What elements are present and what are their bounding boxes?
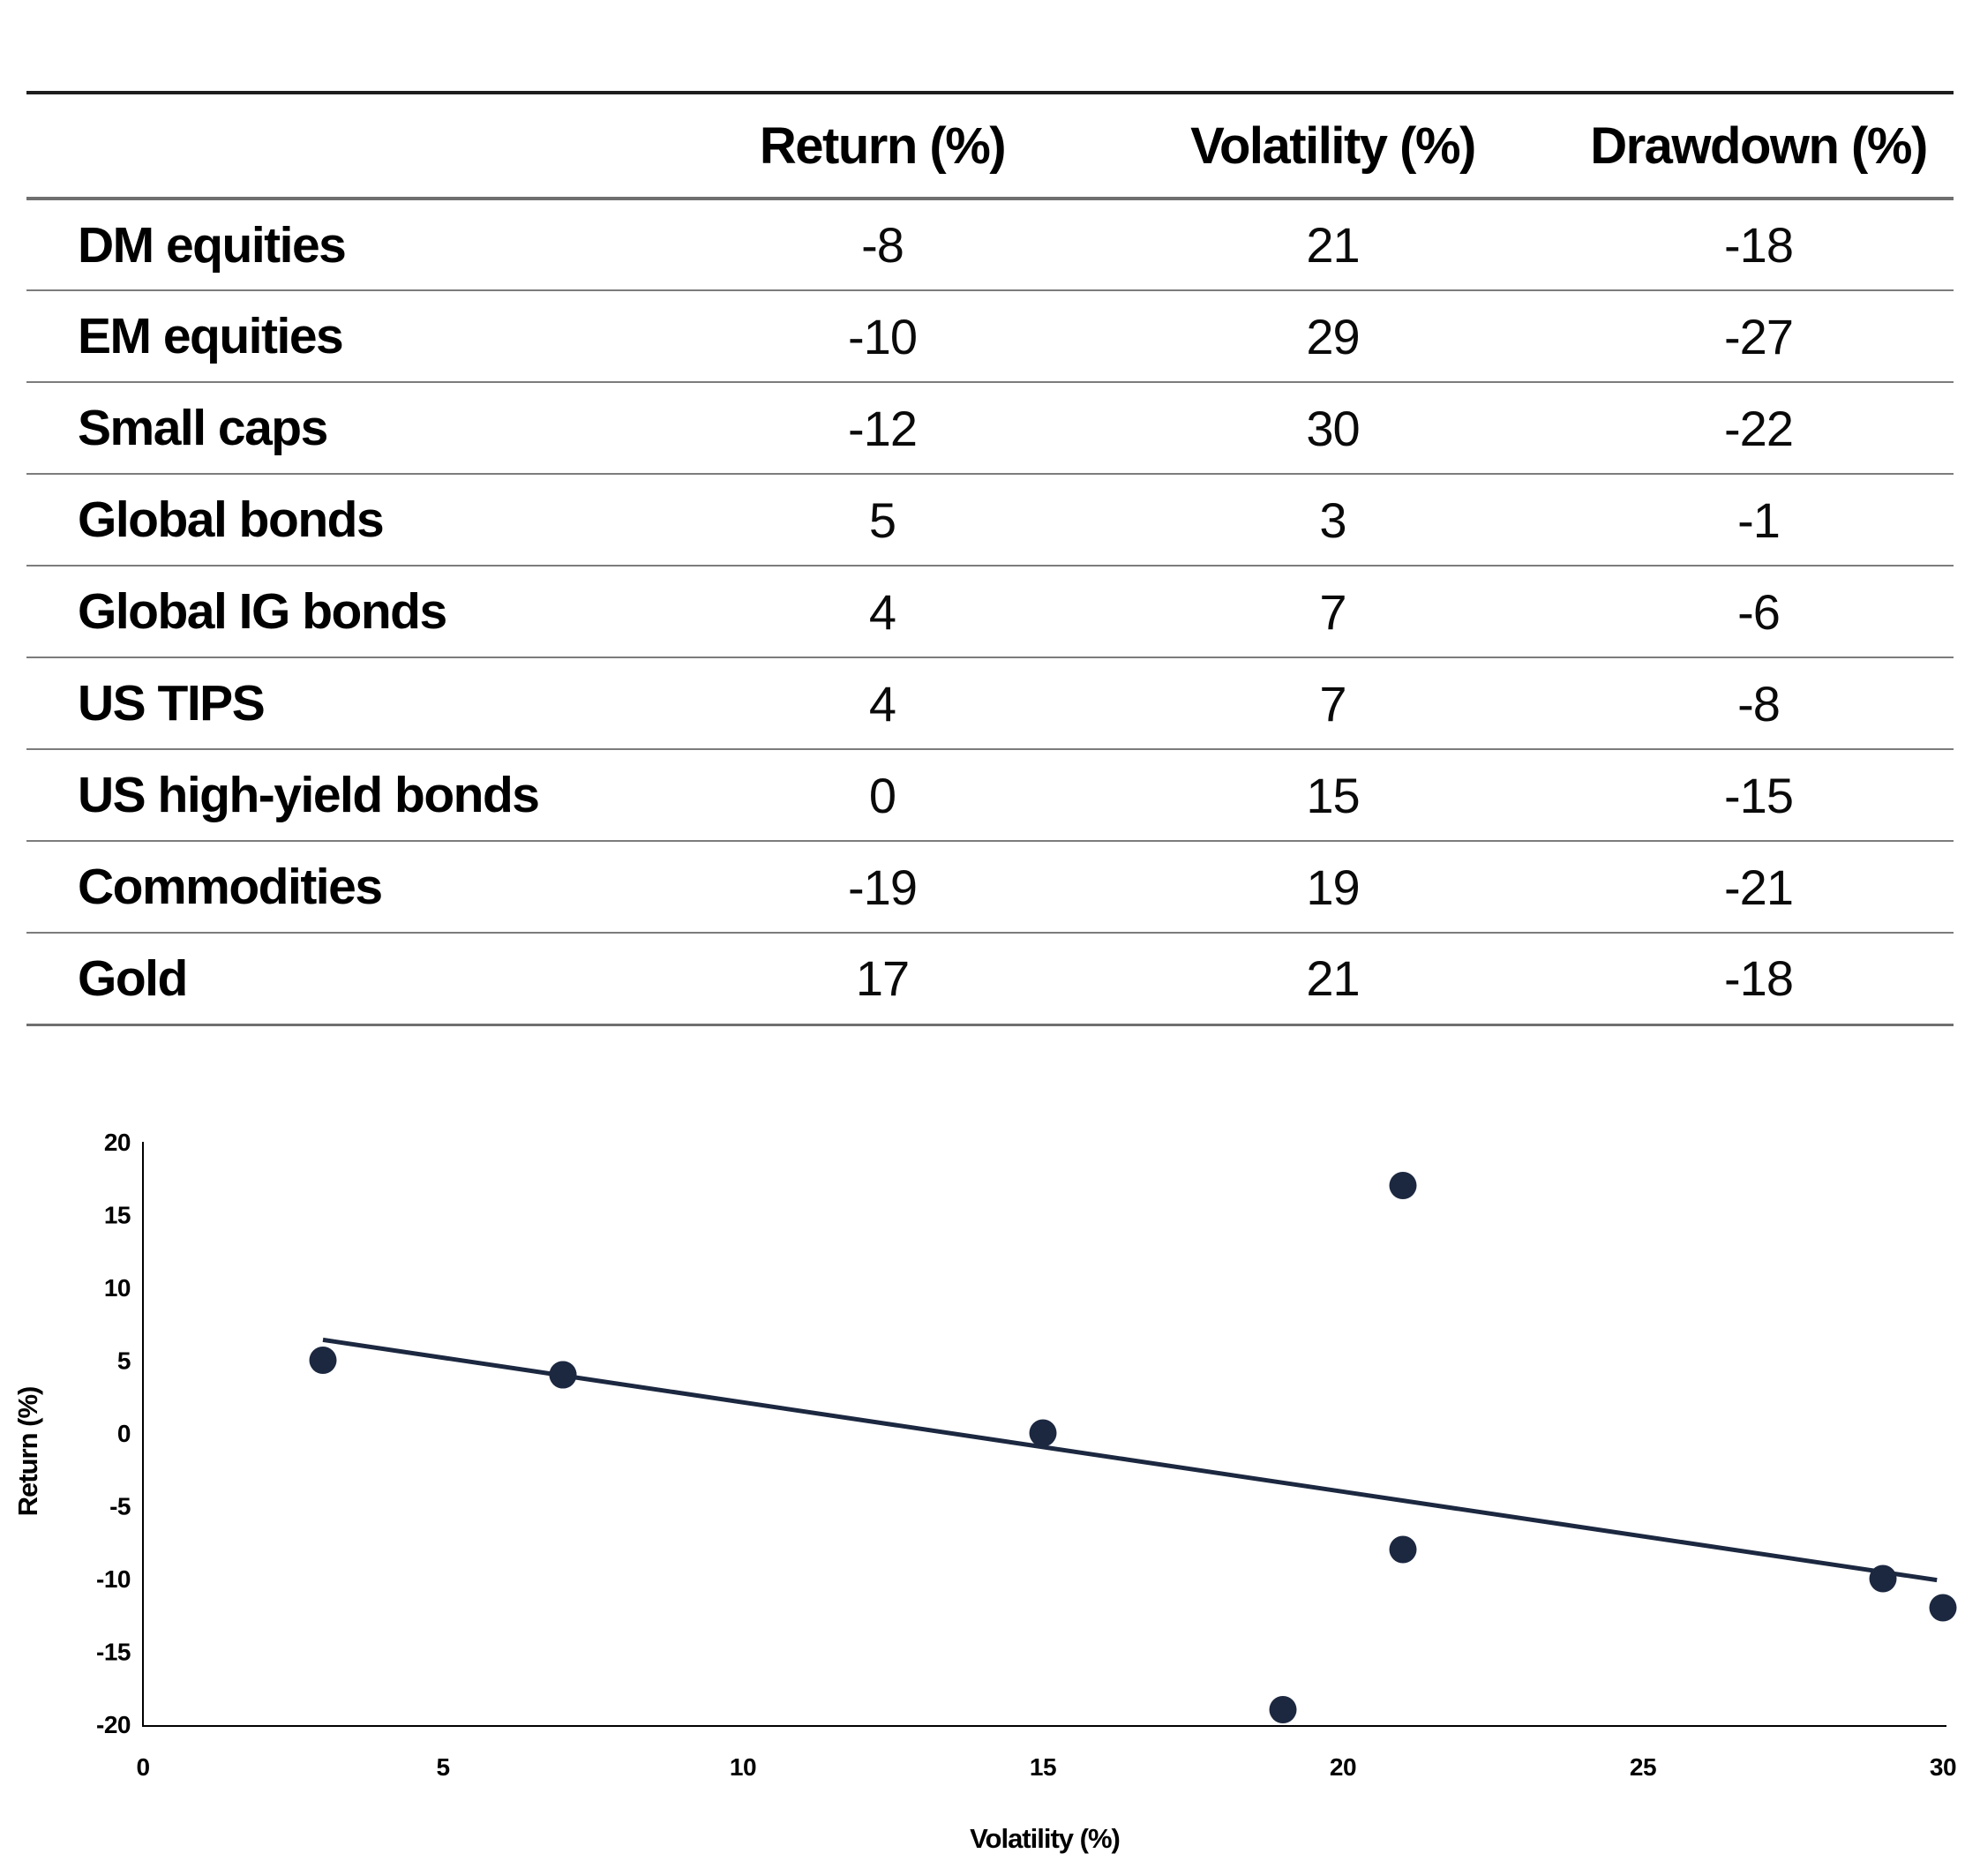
table-row-us-high-yield-bonds: US high-yield bonds 0 15 -15 [26, 749, 1954, 842]
data-point-global-bonds [309, 1347, 337, 1374]
row-label: Gold [26, 933, 663, 1026]
cell-volatility: 7 [1102, 566, 1564, 658]
header-asset-blank [26, 93, 663, 200]
header-return: Return (%) [663, 93, 1102, 200]
y-tick-label: -15 [96, 1639, 131, 1666]
y-tick-label: -10 [96, 1565, 131, 1593]
table-row-commodities: Commodities -19 19 -21 [26, 841, 1954, 934]
data-point-dm-equities [1389, 1535, 1417, 1564]
data-point-small-caps [1929, 1594, 1957, 1622]
data-point-us-high-yield-bonds [1029, 1419, 1057, 1447]
row-label: Global bonds [26, 474, 663, 567]
cell-volatility: 3 [1102, 474, 1564, 567]
data-point-em-equities [1869, 1565, 1897, 1593]
cell-drawdown: -18 [1564, 199, 1954, 291]
row-label: US TIPS [26, 657, 663, 750]
cell-return: -10 [663, 290, 1102, 383]
data-point-gold [1389, 1172, 1417, 1199]
row-label: EM equities [26, 290, 663, 383]
x-tick-label: 10 [730, 1753, 756, 1781]
x-tick-label: 0 [136, 1753, 149, 1781]
cell-return: -19 [663, 841, 1102, 934]
header-volatility: Volatility (%) [1102, 93, 1564, 200]
cell-volatility: 19 [1102, 841, 1564, 934]
x-axis-title: Volatility (%) [970, 1823, 1120, 1854]
trend-line [322, 1337, 1938, 1583]
table-row-small-caps: Small caps -12 30 -22 [26, 382, 1954, 475]
cell-return: -12 [663, 382, 1102, 475]
x-tick-label: 20 [1330, 1753, 1356, 1781]
y-tick-label: 10 [104, 1274, 131, 1302]
table-header-row: Return (%) Volatility (%) Drawdown (%) [26, 93, 1954, 200]
cell-drawdown: -18 [1564, 933, 1954, 1026]
table-header: Return (%) Volatility (%) Drawdown (%) [26, 93, 1954, 200]
x-tick-label: 5 [436, 1753, 449, 1781]
table-row-gold: Gold 17 21 -18 [26, 933, 1954, 1026]
y-tick-label: -5 [109, 1493, 131, 1520]
cell-return: 4 [663, 657, 1102, 750]
cell-volatility: 21 [1102, 199, 1564, 291]
table-row-global-ig-bonds: Global IG bonds 4 7 -6 [26, 566, 1954, 658]
row-label: DM equities [26, 199, 663, 291]
cell-return: -8 [663, 199, 1102, 291]
row-label: Global IG bonds [26, 566, 663, 658]
asset-performance-table: Return (%) Volatility (%) Drawdown (%) D… [26, 91, 1954, 1026]
table-row-global-bonds: Global bonds 5 3 -1 [26, 474, 1954, 567]
cell-drawdown: -6 [1564, 566, 1954, 658]
header-drawdown: Drawdown (%) [1564, 93, 1954, 200]
x-tick-label: 25 [1630, 1753, 1656, 1781]
data-point-commodities [1269, 1696, 1297, 1723]
cell-drawdown: -8 [1564, 657, 1954, 750]
y-tick-label: 20 [104, 1129, 131, 1156]
row-label: Small caps [26, 382, 663, 475]
cell-drawdown: -27 [1564, 290, 1954, 383]
cell-drawdown: -22 [1564, 382, 1954, 475]
y-tick-label: 15 [104, 1202, 131, 1229]
row-label: US high-yield bonds [26, 749, 663, 842]
cell-volatility: 30 [1102, 382, 1564, 475]
table-row-us-tips: US TIPS 4 7 -8 [26, 657, 1954, 750]
cell-drawdown: -21 [1564, 841, 1954, 934]
cell-return: 5 [663, 474, 1102, 567]
data-point-us-tips [549, 1361, 577, 1389]
cell-return: 4 [663, 566, 1102, 658]
cell-volatility: 15 [1102, 749, 1564, 842]
cell-drawdown: -1 [1564, 474, 1954, 567]
table-row-dm-equities: DM equities -8 21 -18 [26, 199, 1954, 291]
cell-drawdown: -15 [1564, 749, 1954, 842]
cell-volatility: 7 [1102, 657, 1564, 750]
cell-volatility: 21 [1102, 933, 1564, 1026]
y-tick-label: 0 [117, 1420, 131, 1447]
y-axis-title: Return (%) [12, 1387, 43, 1517]
y-tick-label: 5 [117, 1347, 131, 1375]
table-row-em-equities: EM equities -10 29 -27 [26, 290, 1954, 383]
y-tick-label: -20 [96, 1711, 131, 1738]
x-tick-label: 15 [1030, 1753, 1056, 1781]
table-body: DM equities -8 21 -18 EM equities -10 29 -27 Sma… [26, 199, 1954, 1026]
cell-return: 17 [663, 933, 1102, 1026]
cell-volatility: 29 [1102, 290, 1564, 383]
cell-return: 0 [663, 749, 1102, 842]
row-label: Commodities [26, 841, 663, 934]
x-tick-label: 30 [1930, 1753, 1956, 1781]
